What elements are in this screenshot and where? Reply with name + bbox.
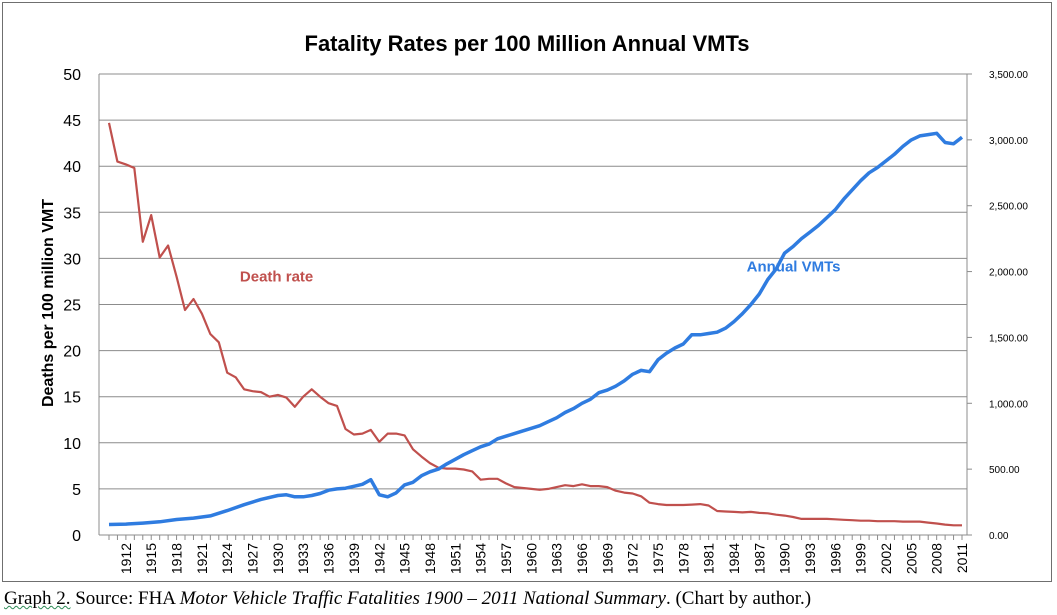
y-tick-label: 15 <box>63 390 81 407</box>
y2-tick-label: 500.00 <box>989 465 1020 476</box>
x-tick-label: 1984 <box>726 543 742 574</box>
x-tick-label: 1960 <box>523 543 539 574</box>
x-tick-label: 1969 <box>599 543 615 574</box>
chart-title: Fatality Rates per 100 Million Annual VM… <box>305 31 750 56</box>
caption-source: Source: FHA <box>70 588 180 609</box>
caption-prefix: Graph 2. <box>4 588 71 609</box>
x-tick-label: 1972 <box>625 543 641 574</box>
x-tick-label: 2011 <box>954 543 970 573</box>
x-tick-label: 1996 <box>827 543 843 574</box>
series-layer <box>107 122 964 527</box>
x-tick-label: 1927 <box>245 543 261 574</box>
x-tick-label: 1921 <box>194 543 210 574</box>
x-tick-label: 1963 <box>549 543 565 574</box>
x-axis-ticks: 1912 1915 1918 1921 1924 1927 1930 1933 1936 1939… <box>108 535 970 574</box>
x-tick-label: 2005 <box>903 543 919 574</box>
line-chart: Fatality Rates per 100 Million Annual VM… <box>40 31 1028 574</box>
y2-tick-label: 3,000.00 <box>989 136 1028 147</box>
y-tick-label: 20 <box>63 344 81 361</box>
y2-tick-label: 2,500.00 <box>989 202 1028 213</box>
series-line-annual-vmts <box>108 131 964 527</box>
y2-tick-label: 0.00 <box>989 531 1009 542</box>
y-tick-label: 10 <box>63 436 81 453</box>
y2-tick-label: 1,500.00 <box>989 333 1028 344</box>
y-tick-label: 50 <box>63 67 81 84</box>
annotation-death-rate: Death rate <box>240 268 313 285</box>
x-tick-label: 1942 <box>371 543 387 574</box>
x-tick-label: 1987 <box>751 543 767 574</box>
series-line-death-rate <box>107 122 962 527</box>
caption-italic-title: Motor Vehicle Traffic Fatalities 1900 – … <box>179 588 666 609</box>
x-tick-label: 1945 <box>397 543 413 574</box>
x-tick-label: 2008 <box>929 543 945 574</box>
x-tick-label: 1936 <box>321 543 337 574</box>
y-tick-label: 0 <box>72 528 81 545</box>
y2-axis-ticks: 0.00 500.00 1,000.00 1,500.00 2,000.00 2,500.… <box>967 70 1028 542</box>
grid-lines <box>98 73 968 536</box>
y2-tick-label: 3,500.00 <box>989 70 1028 81</box>
y-tick-label: 45 <box>63 113 81 130</box>
x-tick-label: 1951 <box>447 543 463 574</box>
x-tick-label: 1966 <box>574 543 590 574</box>
x-tick-label: 1975 <box>650 543 666 574</box>
y-tick-label: 35 <box>63 205 81 222</box>
y-tick-label: 25 <box>63 298 81 315</box>
y-tick-label: 30 <box>63 251 81 268</box>
figure-caption: Graph 2. Source: FHA Motor Vehicle Traff… <box>4 588 1054 610</box>
x-tick-label: 1999 <box>853 543 869 574</box>
x-tick-label: 1981 <box>701 543 717 574</box>
x-tick-label: 1924 <box>219 543 235 574</box>
x-tick-label: 1957 <box>498 543 514 574</box>
x-tick-label: 1933 <box>295 543 311 574</box>
x-tick-label: 1978 <box>675 543 691 574</box>
x-tick-label: 1954 <box>473 543 489 574</box>
x-tick-label: 1918 <box>169 543 185 574</box>
y2-tick-label: 1,000.00 <box>989 399 1028 410</box>
annotation-annual-vmts: Annual VMTs <box>747 259 841 276</box>
y2-tick-label: 2,000.00 <box>989 268 1028 279</box>
y-tick-label: 5 <box>72 482 81 499</box>
x-tick-label: 1948 <box>422 543 438 574</box>
chart-frame: Fatality Rates per 100 Million Annual VM… <box>2 2 1052 582</box>
caption-suffix: . (Chart by author.) <box>665 588 812 609</box>
y-axis-label: Deaths per 100 million VMT <box>40 199 57 407</box>
x-tick-label: 1915 <box>143 543 159 574</box>
x-tick-label: 1990 <box>777 543 793 574</box>
y-tick-label: 40 <box>63 159 81 176</box>
x-tick-label: 1930 <box>270 543 286 574</box>
x-tick-label: 1993 <box>802 543 818 574</box>
x-tick-label: 1912 <box>118 543 134 574</box>
x-tick-label: 1939 <box>346 543 362 574</box>
y-axis-ticks: 0 5 10 15 20 25 30 35 40 45 50 <box>63 67 81 545</box>
x-tick-label: 2002 <box>878 543 894 574</box>
